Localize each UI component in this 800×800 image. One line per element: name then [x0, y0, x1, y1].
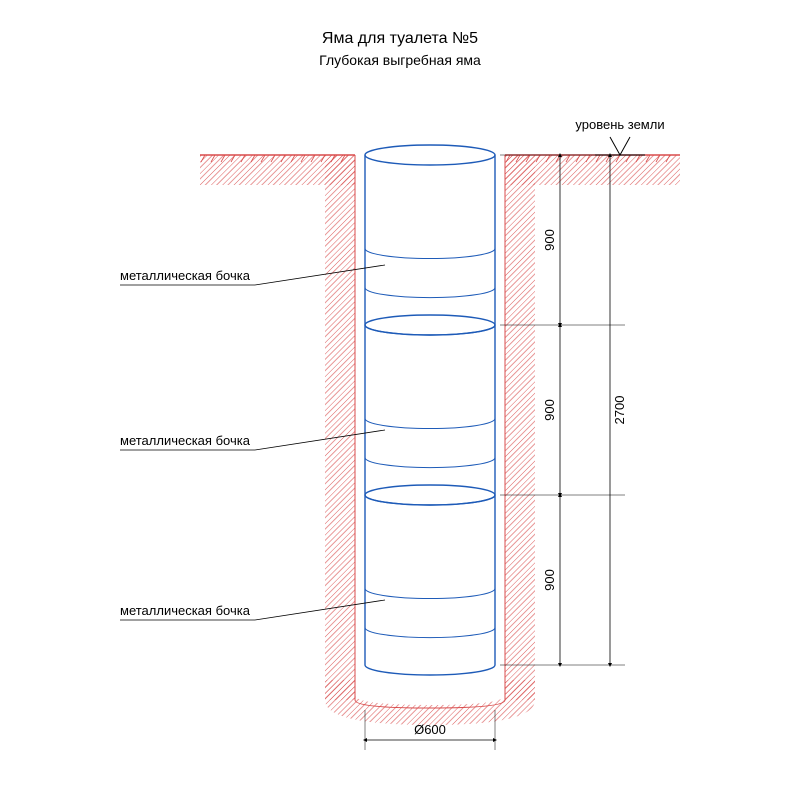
barrel-label-2: металлическая бочка	[120, 603, 251, 618]
barrel-label-1: металлическая бочка	[120, 433, 251, 448]
barrel-label-0: металлическая бочка	[120, 268, 251, 283]
dim-segment-1: 900	[542, 399, 557, 421]
ground-level-label: уровень земли	[575, 117, 664, 132]
dim-total: 2700	[612, 396, 627, 425]
dim-segment-2: 900	[542, 569, 557, 591]
diagram-svg: уровень земли 900 900 900 2700 Ø600 металличес…	[0, 0, 800, 800]
dim-diameter: Ø600	[414, 722, 446, 737]
dim-segment-0: 900	[542, 229, 557, 251]
